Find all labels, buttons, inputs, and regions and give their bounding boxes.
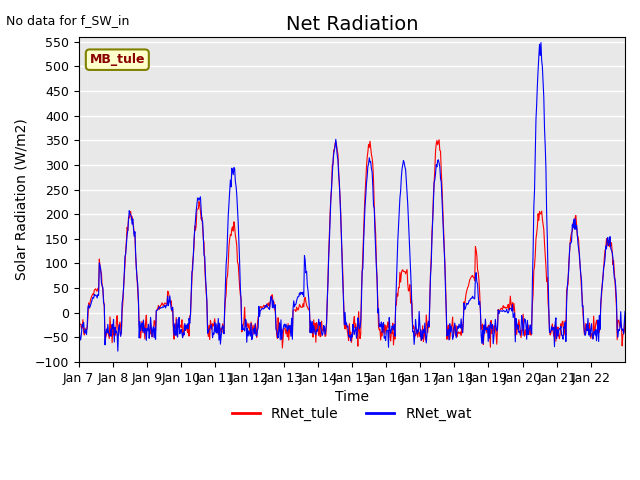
RNet_tule	[75, 327, 83, 333]
Y-axis label: Solar Radiation (W/m2): Solar Radiation (W/m2)	[15, 119, 29, 280]
RNet_wat	[75, 328, 83, 334]
RNet_wat	[288, 315, 296, 321]
RNet_wat	[240, 326, 248, 332]
RNet_wat	[140, 317, 147, 323]
X-axis label: Time: Time	[335, 390, 369, 404]
Title: Net Radiation: Net Radiation	[285, 15, 418, 34]
Text: No data for f_SW_in: No data for f_SW_in	[6, 14, 130, 27]
RNet_wat	[409, 329, 417, 335]
RNet_tule	[621, 316, 629, 322]
Line: RNet_tule: RNet_tule	[79, 140, 625, 348]
Text: MB_tule: MB_tule	[90, 53, 145, 66]
RNet_wat	[621, 309, 629, 314]
RNet_tule	[139, 329, 147, 335]
Legend: RNet_tule, RNet_wat: RNet_tule, RNet_wat	[227, 401, 477, 426]
Line: RNet_wat: RNet_wat	[79, 43, 625, 351]
RNet_wat	[114, 348, 122, 354]
RNet_tule	[288, 319, 296, 325]
RNet_wat	[440, 228, 447, 234]
RNet_wat	[537, 40, 545, 46]
RNet_tule	[239, 322, 247, 328]
RNet_tule	[278, 345, 286, 351]
RNet_tule	[409, 326, 417, 332]
RNet_tule	[435, 137, 443, 143]
RNet_tule	[440, 239, 448, 244]
RNet_tule	[266, 299, 274, 305]
RNet_wat	[267, 294, 275, 300]
